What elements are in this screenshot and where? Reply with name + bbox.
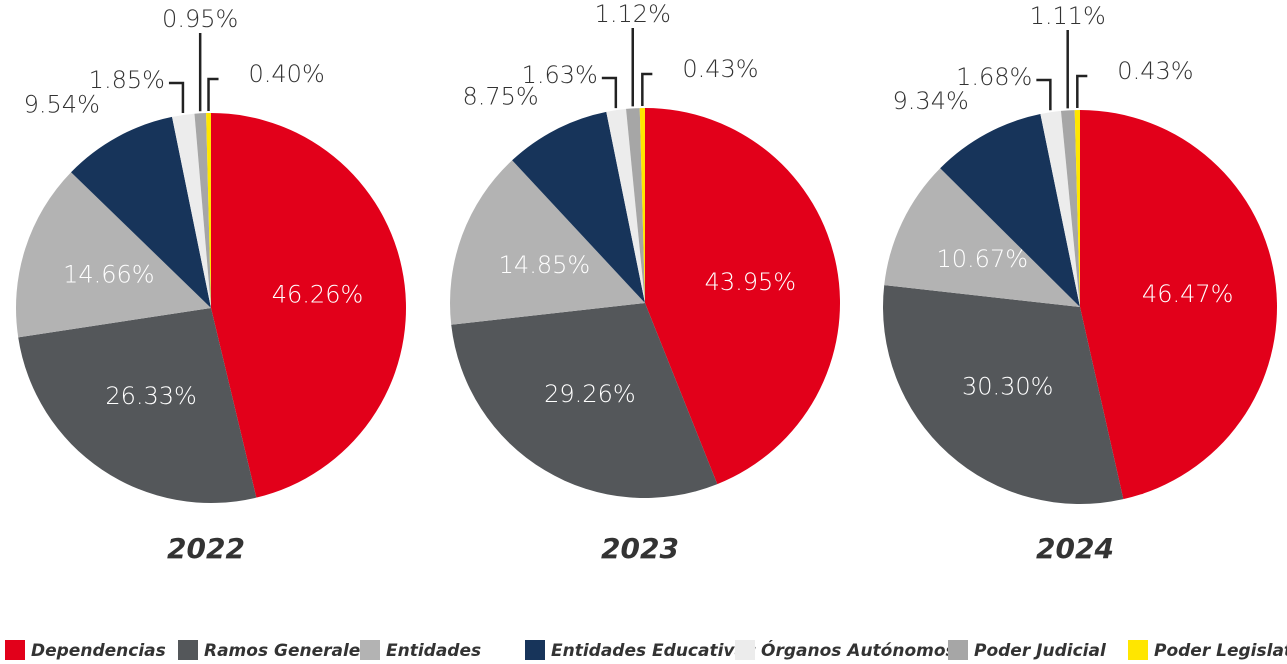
pie-slice — [512, 111, 645, 303]
pie-slice — [639, 108, 645, 303]
leader-line — [168, 81, 185, 114]
slice-label: 46.26% — [272, 280, 364, 308]
legend-label: Órganos Autónomos — [761, 639, 956, 661]
leader-line — [207, 77, 219, 112]
pie-slice — [172, 113, 211, 308]
slice-label: 9.54% — [24, 90, 100, 118]
pie-slice — [450, 160, 645, 325]
pie-slice — [606, 108, 645, 303]
pie-slice — [15, 172, 211, 338]
pie-slice — [18, 308, 257, 503]
legend-label: Entidades — [386, 641, 481, 661]
slice-label: 43.95% — [705, 268, 797, 296]
legend-swatch — [178, 640, 198, 660]
slice-label: 1.11% — [1030, 2, 1106, 30]
slice-label: 0.40% — [249, 60, 325, 88]
pie-slice — [1060, 110, 1080, 307]
pie-slice — [1040, 110, 1080, 307]
pie-slice — [645, 108, 841, 485]
legend-swatch — [360, 640, 380, 660]
slice-label: 0.43% — [682, 55, 758, 83]
leader-line — [1036, 78, 1052, 111]
pie-slice — [1080, 110, 1277, 500]
slice-label: 46.47% — [1142, 280, 1234, 308]
pie-slice — [883, 285, 1124, 504]
slice-label: 30.30% — [962, 373, 1054, 401]
pie-slice — [626, 108, 645, 303]
slice-label: 9.34% — [893, 87, 969, 115]
legend-swatch — [735, 640, 755, 660]
pie-title: 2022 — [167, 532, 245, 565]
pie-title: 2023 — [601, 532, 679, 565]
legend-swatch — [525, 640, 545, 660]
pie-slice — [194, 113, 211, 309]
legend-swatch — [5, 640, 25, 660]
slice-label: 8.75% — [462, 83, 538, 111]
slice-label: 10.67% — [937, 245, 1029, 273]
leader-line — [1076, 74, 1088, 109]
slice-label: 0.95% — [162, 5, 238, 33]
pie-slice — [451, 303, 718, 499]
pie-slice — [1074, 110, 1080, 307]
slice-label: 1.63% — [522, 61, 598, 89]
legend-label: Poder Judicial — [974, 641, 1107, 661]
pie-slice — [71, 116, 211, 308]
pie-title: 2024 — [1036, 532, 1114, 565]
slice-label: 14.66% — [63, 260, 155, 288]
legend-swatch — [948, 640, 968, 660]
slice-label: 29.26% — [544, 380, 636, 408]
leader-line — [601, 76, 618, 109]
legend-label: Entidades Educativas — [551, 641, 756, 661]
pie-slice — [206, 113, 211, 308]
pie-slice — [940, 114, 1080, 307]
leader-line — [641, 72, 653, 107]
slice-label: 1.68% — [956, 63, 1032, 91]
pie-slice — [884, 168, 1080, 307]
slice-label: 1.12% — [595, 0, 671, 28]
slice-label: 1.85% — [89, 66, 165, 94]
legend-label: Poder Legislativo — [1154, 641, 1287, 661]
legend-swatch — [1128, 640, 1148, 660]
legend-label: Dependencias — [31, 641, 166, 661]
legend-label: Ramos Generales — [204, 641, 370, 661]
slice-label: 26.33% — [105, 382, 197, 410]
slice-label: 14.85% — [499, 251, 591, 279]
slice-label: 0.43% — [1117, 57, 1193, 85]
pie-slice — [211, 113, 407, 498]
